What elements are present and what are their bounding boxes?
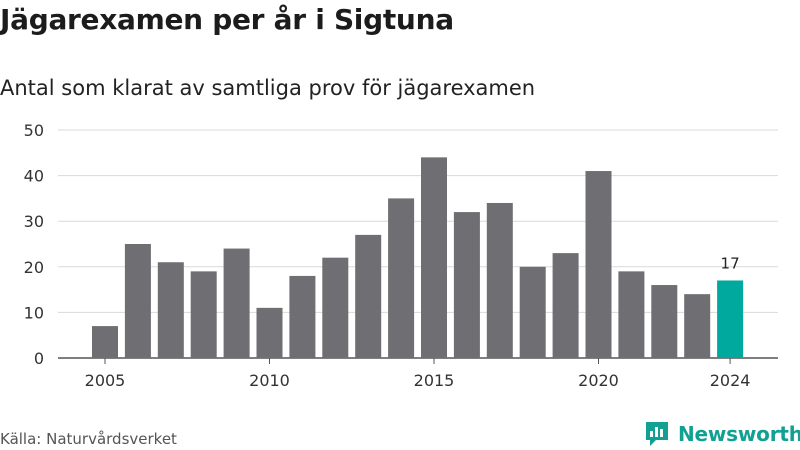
bars [92, 157, 744, 358]
x-tick-label: 2010 [249, 371, 290, 390]
bar-2012 [322, 257, 349, 358]
bar-2019 [552, 253, 579, 358]
x-axis-ticks: 2005 2010 2015 2020 2024 [85, 358, 751, 390]
bar-2013 [355, 234, 382, 358]
bar-2005 [92, 326, 118, 358]
bar-2007 [157, 262, 184, 358]
bar-2015 [421, 157, 447, 358]
data-label-highlight: 17 [721, 254, 740, 272]
y-tick-label: 20 [24, 258, 44, 277]
bar-2018 [519, 266, 546, 358]
bar-2024 [717, 280, 744, 358]
y-tick-label: 50 [24, 121, 44, 140]
bar-2022 [651, 285, 678, 358]
bar-2023 [684, 294, 711, 358]
bar-2010 [256, 307, 283, 358]
bar-2017 [486, 202, 513, 358]
bar-2011 [289, 275, 316, 358]
bar-chart-bubble-icon [646, 422, 668, 446]
bar-chart: 0 10 20 30 40 50 2005 2010 2015 2020 2024 17 [24, 121, 778, 390]
x-tick-label: 2020 [578, 371, 619, 390]
bar-2020 [585, 171, 612, 358]
y-tick-label: 10 [24, 303, 44, 322]
x-tick-label: 2024 [710, 371, 751, 390]
chart-subtitle: Antal som klarat av samtliga prov för jä… [0, 76, 536, 100]
bar-2006 [124, 244, 151, 358]
y-tick-label: 30 [24, 212, 44, 231]
x-tick-label: 2015 [414, 371, 455, 390]
source-note: Källa: Naturvårdsverket [0, 430, 177, 448]
chart-title: Jägarexamen per år i Sigtuna [0, 3, 454, 36]
brand-logo: Newsworthy [644, 420, 800, 448]
data-labels: 17 [721, 254, 740, 272]
bar-2014 [388, 198, 415, 358]
bar-2009 [223, 248, 250, 358]
brand-name: Newsworthy [678, 422, 800, 446]
bar-2016 [453, 212, 480, 358]
y-axis-ticks: 0 10 20 30 40 50 [24, 121, 44, 368]
x-tick-label: 2005 [85, 371, 126, 390]
bar-2008 [190, 271, 217, 358]
y-tick-label: 0 [34, 349, 44, 368]
bar-2021 [618, 271, 645, 358]
y-tick-label: 40 [24, 167, 44, 186]
